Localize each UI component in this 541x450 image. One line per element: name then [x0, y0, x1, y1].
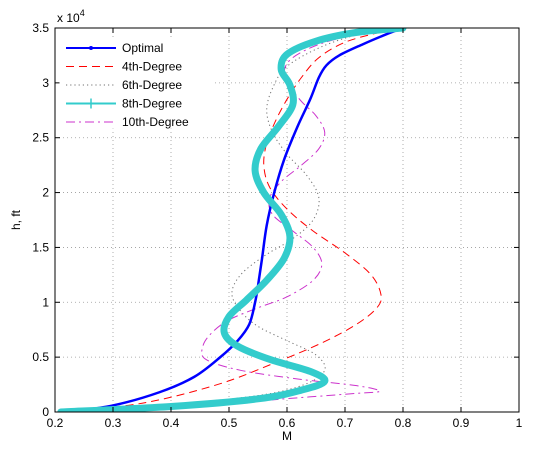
tick-layer: 0.2 0.3 0.4 0.5 0.6 0.7 0.8 0.9 1 0 0.5 1 1.5 2 2.5 3 3.… — [32, 21, 522, 430]
y-tick-label: 1 — [42, 295, 49, 309]
y-exponent-label: x 104 — [57, 8, 85, 25]
y-axis-label: h, ft — [9, 209, 23, 230]
x-tick-label: 0.9 — [453, 416, 470, 430]
y-tick-label: 3 — [42, 76, 49, 90]
y-tick-label: 2.5 — [32, 131, 49, 145]
legend-label-10th-degree: 10th-Degree — [122, 115, 189, 129]
x-tick-label: 0.2 — [47, 416, 64, 430]
legend-label-optimal: Optimal — [122, 41, 163, 55]
x-tick-label: 0.7 — [337, 416, 354, 430]
x-axis-label: M — [282, 429, 292, 443]
y-tick-label: 1.5 — [32, 240, 49, 254]
legend-label-8th-degree: 8th-Degree — [122, 97, 182, 111]
x-tick-label: 0.8 — [395, 416, 412, 430]
y-exponent-power: 4 — [80, 8, 85, 18]
y-tick-label: 0.5 — [32, 350, 49, 364]
legend-marker-optimal — [89, 46, 93, 50]
x-tick-label: 0.6 — [279, 416, 296, 430]
legend-entries: Optimal 4th-Degree 6th-Degree 8th-Degree 10t… — [66, 41, 189, 129]
y-tick-label: 3.5 — [32, 21, 49, 35]
y-tick-label: 0 — [42, 405, 49, 419]
series-line-10th-degree — [60, 28, 404, 412]
x-tick-label: 1 — [516, 416, 523, 430]
legend: Optimal 4th-Degree 6th-Degree 8th-Degree 10t… — [59, 37, 214, 129]
y-tick-label: 2 — [42, 186, 49, 200]
series-line-4th-degree — [60, 28, 404, 412]
series-line-8th-degree — [57, 28, 407, 412]
series-line-6th-degree — [60, 28, 404, 412]
x-tick-label: 0.5 — [221, 416, 238, 430]
x-tick-label: 0.3 — [105, 416, 122, 430]
series-line-optimal — [65, 28, 405, 412]
legend-box — [59, 37, 214, 129]
legend-marker-8th-degree — [86, 98, 96, 109]
x-tick-label: 0.4 — [163, 416, 180, 430]
legend-label-6th-degree: 6th-Degree — [122, 78, 182, 92]
legend-label-4th-degree: 4th-Degree — [122, 60, 182, 74]
series-layer — [57, 28, 407, 412]
y-exponent-base: x 10 — [57, 11, 80, 25]
